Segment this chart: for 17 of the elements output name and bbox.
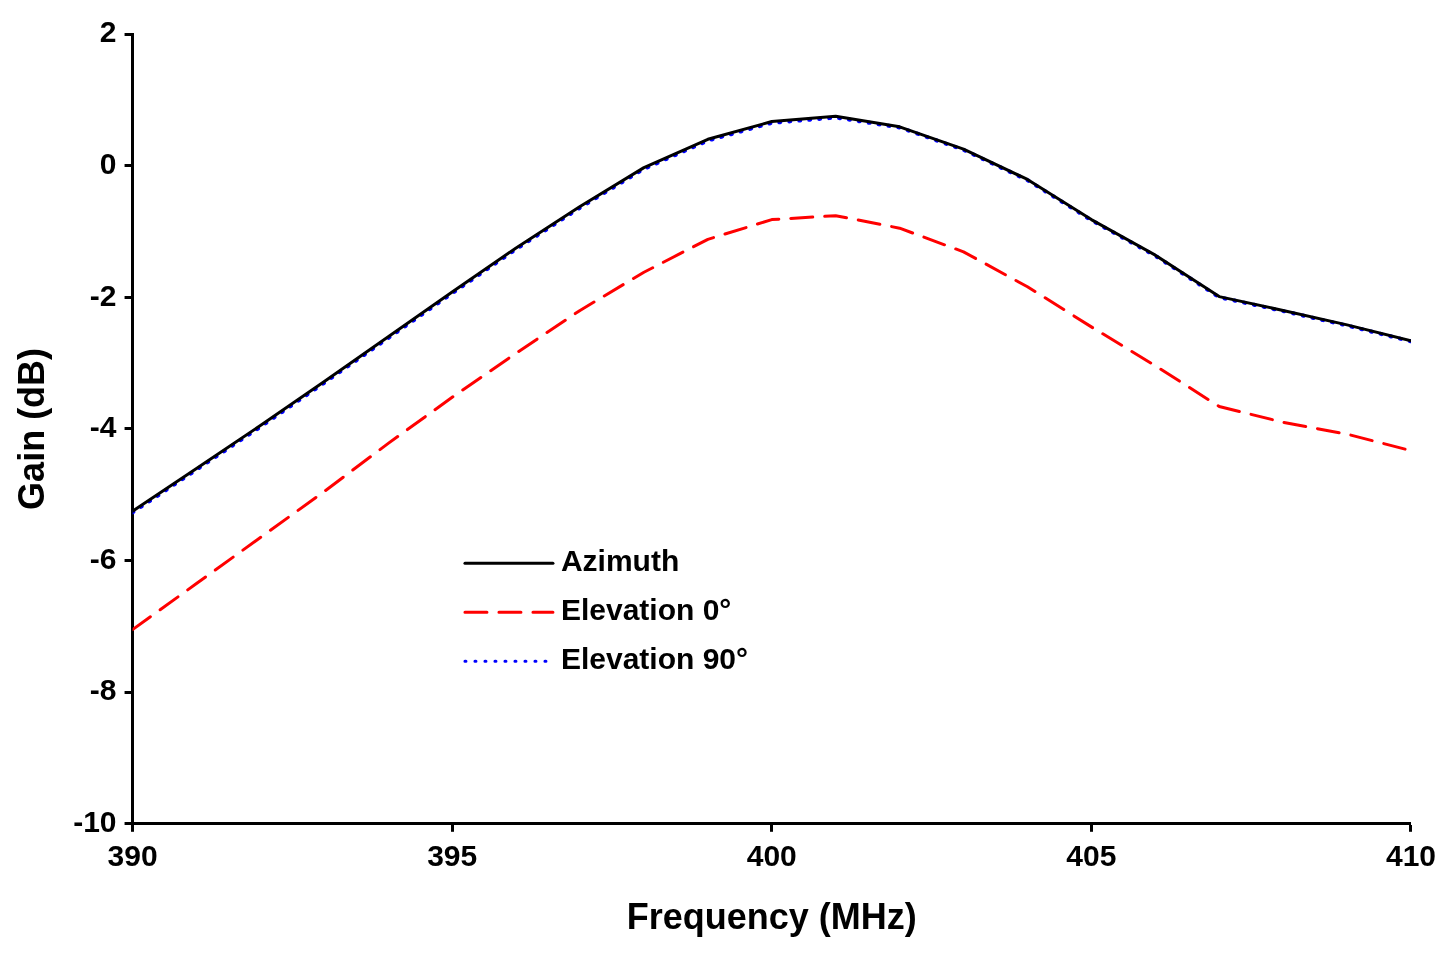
- x-tick-label: 395: [427, 839, 478, 873]
- y-tick-label: 0: [99, 146, 117, 180]
- y-tick-label: -4: [89, 410, 117, 444]
- legend-label: Azimuth: [560, 544, 680, 578]
- x-axis-title: Frequency (MHz): [626, 896, 917, 938]
- y-tick-label: -6: [89, 541, 117, 575]
- y-tick-label: -8: [89, 673, 117, 707]
- x-tick-label: 405: [1066, 839, 1117, 873]
- x-tick-label: 410: [1385, 839, 1436, 873]
- y-tick-label: -10: [73, 805, 117, 839]
- legend-label: Elevation 90°: [560, 642, 749, 676]
- legend-label: Elevation 0°: [560, 593, 732, 627]
- x-tick-label: 400: [746, 839, 797, 873]
- x-tick-label: 390: [107, 839, 158, 873]
- y-axis-title: Gain (dB): [10, 347, 52, 510]
- y-tick-label: 2: [99, 15, 117, 49]
- y-tick-label: -2: [89, 278, 117, 312]
